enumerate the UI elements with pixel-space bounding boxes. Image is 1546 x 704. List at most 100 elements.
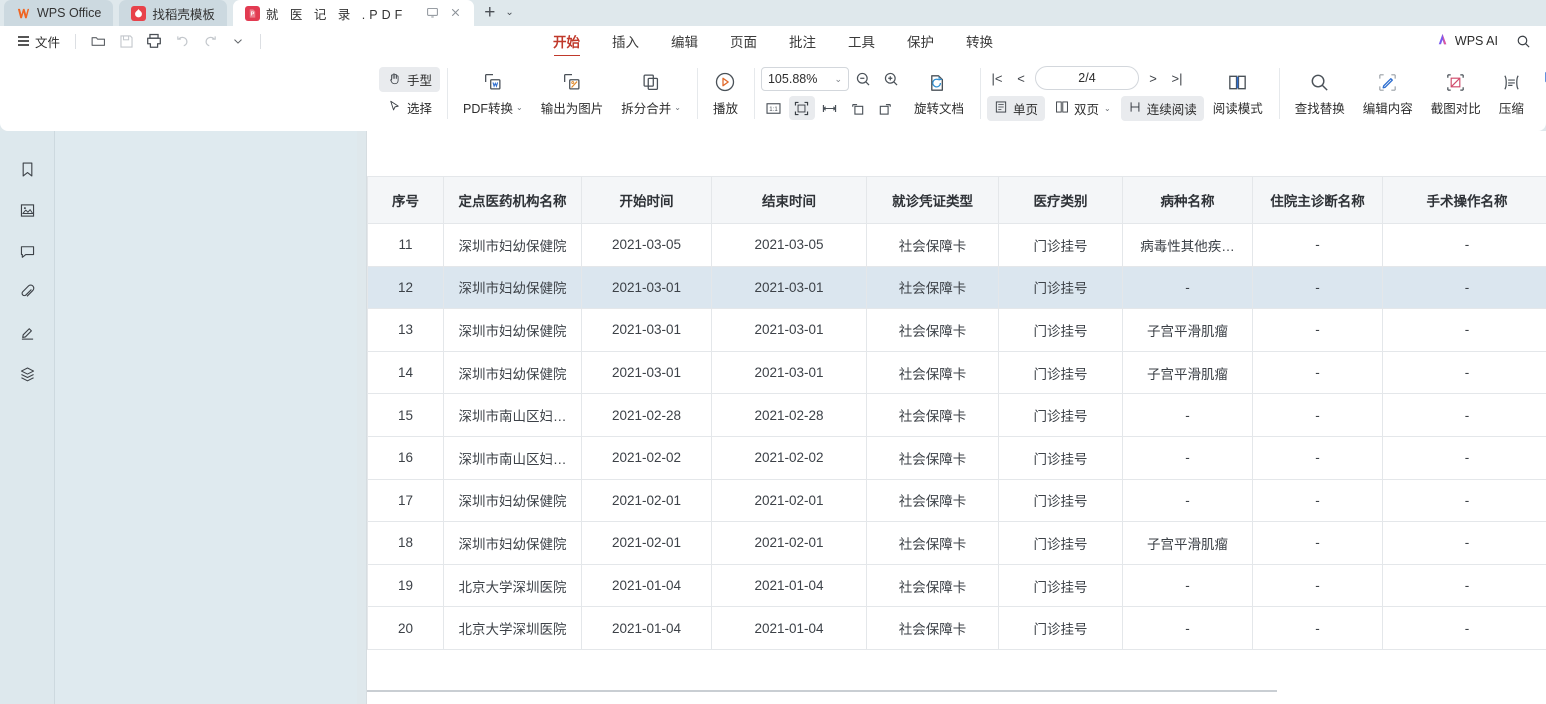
- monitor-icon[interactable]: [426, 6, 439, 21]
- table-row[interactable]: 14 深圳市妇幼保健院 2021-03-01 2021-03-01 社会保障卡 …: [367, 350, 1546, 395]
- table-row[interactable]: 20 北京大学深圳医院 2021-01-04 2021-01-04 社会保障卡 …: [367, 606, 1546, 650]
- fit-width-icon[interactable]: [817, 96, 843, 120]
- find-replace-button[interactable]: 查找替换: [1286, 66, 1354, 121]
- first-page-button[interactable]: |<: [991, 70, 1003, 86]
- chevron-down-icon[interactable]: ⌄: [516, 103, 523, 112]
- edit-content-button[interactable]: 编辑内容: [1354, 66, 1422, 121]
- svg-text:1:1: 1:1: [770, 107, 779, 113]
- table-row[interactable]: 15 深圳市南山区妇… 2021-02-28 2021-02-28 社会保障卡 …: [367, 393, 1546, 437]
- navigation-panel[interactable]: [55, 131, 357, 704]
- last-page-button[interactable]: >|: [1171, 70, 1183, 86]
- tab-tools[interactable]: 工具: [848, 34, 875, 50]
- next-page-button[interactable]: >: [1149, 70, 1157, 86]
- read-mode-button[interactable]: 阅读模式: [1204, 66, 1272, 121]
- open-folder-icon[interactable]: [85, 30, 111, 52]
- image-icon[interactable]: [13, 197, 41, 223]
- page-number-input[interactable]: 2/4: [1035, 66, 1139, 90]
- ribbon-toolbar: 手型 选择 PDF转换 ⌄ 输出为图片: [0, 56, 1546, 131]
- table-bottom-rule: [367, 690, 1277, 692]
- close-icon[interactable]: [449, 6, 462, 21]
- play-button[interactable]: 播放: [704, 66, 747, 121]
- zoom-in-icon[interactable]: [879, 67, 905, 91]
- bookmark-icon[interactable]: [13, 156, 41, 182]
- toolbar-group-play: 播放: [696, 56, 754, 131]
- select-tool-label: 选择: [407, 102, 433, 116]
- rotate-left-icon[interactable]: [845, 96, 871, 120]
- cell-voucher-type: 社会保障卡: [866, 308, 999, 352]
- split-merge-button[interactable]: 拆分合并 ⌄: [612, 66, 690, 121]
- rotate-document-button[interactable]: 旋转文档: [905, 66, 973, 121]
- hand-tool-button[interactable]: 手型: [379, 67, 441, 92]
- table-row[interactable]: 13 深圳市妇幼保健院 2021-03-01 2021-03-01 社会保障卡 …: [367, 308, 1546, 352]
- chevron-down-icon[interactable]: ⌄: [1104, 104, 1111, 113]
- table-row[interactable]: 11 深圳市妇幼保健院 2021-03-05 2021-03-05 社会保障卡 …: [367, 223, 1546, 267]
- layers-icon[interactable]: [13, 361, 41, 387]
- continuous-read-button[interactable]: 连续阅读: [1120, 96, 1204, 121]
- single-page-button[interactable]: 单页: [987, 96, 1046, 121]
- view-mode-row: 单页 双页 ⌄ 连续阅读: [987, 96, 1204, 121]
- save-icon[interactable]: [113, 30, 139, 52]
- cell-disease-name: -: [1122, 265, 1253, 310]
- signature-icon[interactable]: [13, 320, 41, 346]
- cell-disease-name: 子宫平滑肌瘤: [1122, 521, 1253, 565]
- redo-icon[interactable]: [197, 30, 223, 52]
- tab-start[interactable]: 开始: [537, 28, 596, 55]
- print-icon[interactable]: [141, 30, 167, 52]
- document-viewport[interactable]: 序号 定点医药机构名称 开始时间 结束时间 就诊凭证类型 医疗类别 病种名称 住…: [357, 131, 1546, 704]
- wps-ai-button[interactable]: WPS AI: [1435, 32, 1498, 50]
- select-tool-button[interactable]: 选择: [379, 95, 440, 120]
- fit-page-icon[interactable]: [788, 96, 815, 120]
- tab-edit[interactable]: 编辑: [671, 34, 698, 50]
- tab-protect[interactable]: 保护: [907, 34, 934, 50]
- fit-actual-size-button[interactable]: 1:1: [761, 96, 787, 120]
- tab-convert[interactable]: 转换: [966, 34, 993, 50]
- double-page-button[interactable]: 双页 ⌄: [1048, 96, 1118, 121]
- rotate-right-icon[interactable]: [873, 96, 899, 120]
- chevron-down-icon[interactable]: ⌄: [834, 73, 842, 84]
- compress-button[interactable]: 压缩: [1490, 66, 1533, 121]
- pdf-convert-button[interactable]: PDF转换 ⌄: [454, 66, 532, 121]
- tab-daoke-template[interactable]: 找稻壳模板: [119, 0, 227, 26]
- chevron-down-icon[interactable]: ⌄: [674, 103, 681, 112]
- tab-pdf-document[interactable]: P 就 医 记 录 .PDF: [232, 0, 475, 26]
- table-row[interactable]: 16 深圳市南山区妇… 2021-02-02 2021-02-02 社会保障卡 …: [367, 435, 1546, 480]
- col-header-inpatient-diagnosis: 住院主诊断名称: [1252, 176, 1383, 224]
- cell-disease-name: -: [1122, 435, 1253, 480]
- cell-start-time: 2021-02-01: [581, 521, 712, 565]
- cell-start-time: 2021-01-04: [581, 606, 712, 650]
- table-row[interactable]: 19 北京大学深圳医院 2021-01-04 2021-01-04 社会保障卡 …: [367, 563, 1546, 608]
- tab-annotate[interactable]: 批注: [789, 34, 816, 50]
- prev-page-button[interactable]: <: [1017, 70, 1025, 86]
- tab-list-chevron-down-icon[interactable]: ⌄: [505, 6, 514, 18]
- comment-icon[interactable]: [13, 238, 41, 264]
- tab-page[interactable]: 页面: [730, 34, 757, 50]
- cell-start-time: 2021-01-04: [581, 563, 712, 608]
- attachment-icon[interactable]: [13, 279, 41, 305]
- table-row[interactable]: 12 深圳市妇幼保健院 2021-03-01 2021-03-01 社会保障卡 …: [367, 265, 1546, 310]
- ribbon-tab-list: 开始 插入 编辑 页面 批注 工具 保护 转换: [537, 28, 1009, 55]
- tab-label: 找稻壳模板: [152, 7, 215, 22]
- col-header-disease-name: 病种名称: [1122, 176, 1253, 224]
- zoom-out-icon[interactable]: [851, 67, 877, 91]
- hamburger-icon: [18, 36, 29, 46]
- tab-insert[interactable]: 插入: [612, 34, 639, 50]
- file-menu-button[interactable]: 文件: [12, 30, 66, 53]
- zoom-level-select[interactable]: 105.88% ⌄: [760, 67, 849, 91]
- full-translate-button[interactable]: A文 全文翻译: [1537, 66, 1546, 91]
- cell-seq: 20: [367, 606, 444, 650]
- cell-operation-name: -: [1382, 350, 1546, 395]
- zoom-level-value: 105.88%: [767, 72, 818, 86]
- tab-label: WPS Office: [37, 6, 102, 20]
- cell-start-time: 2021-03-01: [581, 350, 712, 395]
- table-row[interactable]: 17 深圳市妇幼保健院 2021-02-01 2021-02-01 社会保障卡 …: [367, 478, 1546, 523]
- table-row[interactable]: 18 深圳市妇幼保健院 2021-02-01 2021-02-01 社会保障卡 …: [367, 521, 1546, 565]
- chevron-down-icon[interactable]: [225, 30, 251, 52]
- new-tab-button[interactable]: +: [484, 2, 496, 23]
- screenshot-compare-button[interactable]: 截图对比: [1422, 66, 1490, 121]
- cell-start-time: 2021-02-02: [581, 435, 712, 480]
- export-image-button[interactable]: 输出为图片: [532, 66, 613, 121]
- search-icon[interactable]: [1510, 30, 1536, 52]
- tab-wps-office[interactable]: WPS Office: [4, 0, 114, 26]
- word-translate-button[interactable]: A 划词翻译 ⌄: [1537, 96, 1546, 121]
- undo-icon[interactable]: [169, 30, 195, 52]
